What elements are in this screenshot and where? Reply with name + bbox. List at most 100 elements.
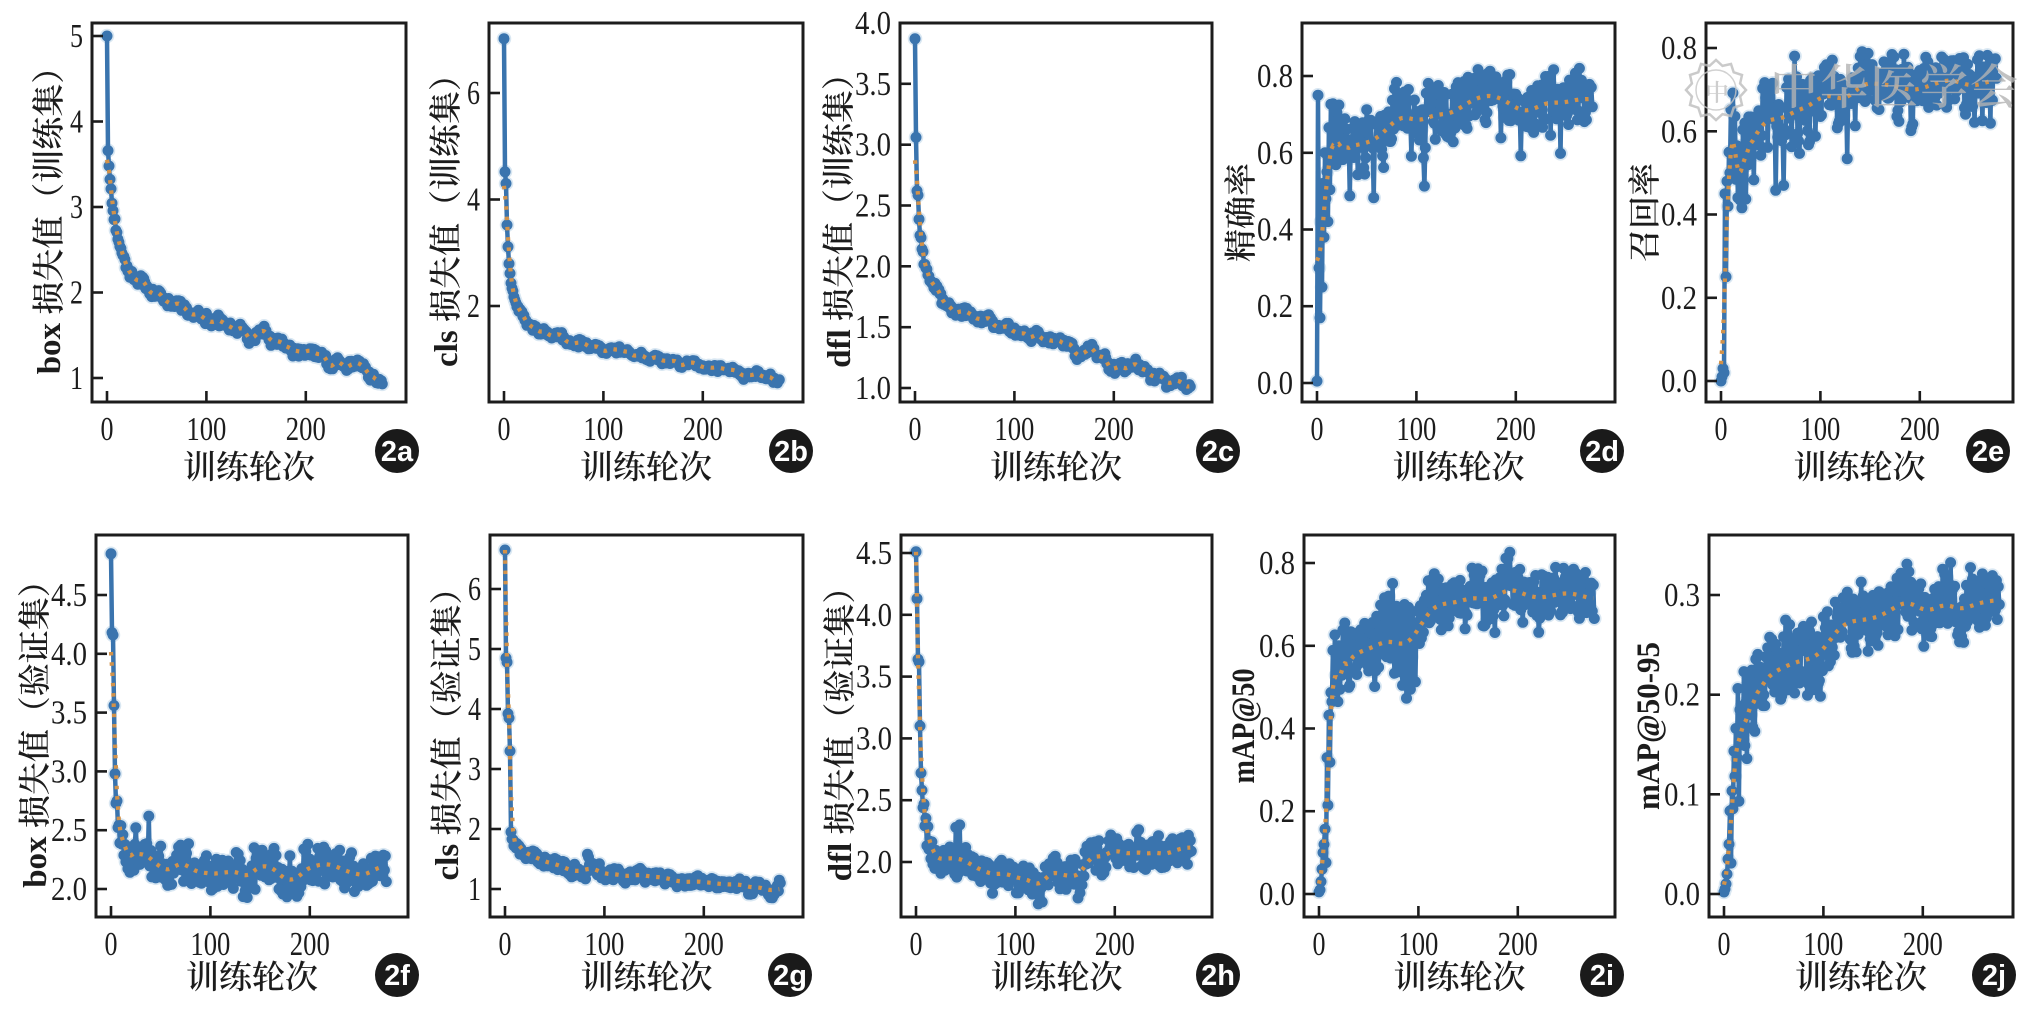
svg-text:0.0: 0.0 [1664,876,1700,913]
svg-text:100: 100 [1803,926,1843,963]
svg-text:100: 100 [583,411,623,448]
svg-text:0.8: 0.8 [1257,58,1293,95]
svg-text:100: 100 [995,926,1035,963]
svg-text:4: 4 [70,104,83,141]
svg-text:5: 5 [70,18,83,55]
svg-text:2.0: 2.0 [856,844,892,881]
svg-text:100: 100 [190,926,230,963]
svg-text:2: 2 [70,275,83,312]
svg-text:100: 100 [1800,411,1840,448]
svg-text:0.6: 0.6 [1661,113,1697,150]
svg-text:1.5: 1.5 [855,309,891,346]
svg-text:2.5: 2.5 [856,782,892,819]
svg-text:4.0: 4.0 [855,5,891,42]
svg-text:0.2: 0.2 [1661,280,1697,317]
svg-text:200: 200 [1095,926,1135,963]
svg-text:0: 0 [101,411,114,448]
svg-text:mAP@50-95: mAP@50-95 [1631,642,1667,810]
svg-text:4.5: 4.5 [856,535,892,572]
svg-text:2g: 2g [773,960,807,992]
svg-text:1.0: 1.0 [855,370,891,407]
svg-text:4: 4 [468,691,481,728]
svg-text:3.5: 3.5 [856,659,892,696]
svg-text:200: 200 [1496,411,1536,448]
svg-text:1: 1 [70,360,83,397]
svg-text:0: 0 [1313,926,1326,963]
svg-text:2: 2 [468,811,481,848]
svg-text:3.0: 3.0 [51,753,87,790]
svg-text:200: 200 [290,926,330,963]
svg-text:0: 0 [910,926,923,963]
svg-text:0: 0 [1311,411,1324,448]
svg-text:0.2: 0.2 [1664,677,1700,714]
svg-text:100: 100 [584,926,624,963]
svg-text:cls: cls [430,844,466,881]
svg-text:100: 100 [994,411,1034,448]
svg-text:0: 0 [909,411,922,448]
svg-text:0: 0 [1718,926,1731,963]
svg-text:0: 0 [105,926,118,963]
svg-text:2h: 2h [1201,960,1235,992]
svg-text:200: 200 [1900,411,1940,448]
svg-text:2d: 2d [1585,436,1619,468]
svg-text:2.5: 2.5 [51,812,87,849]
svg-text:100: 100 [1398,926,1438,963]
svg-text:200: 200 [684,926,724,963]
svg-text:4.5: 4.5 [51,577,87,614]
svg-text:4: 4 [467,182,480,219]
svg-text:6: 6 [468,571,481,608]
svg-text:3: 3 [468,751,481,788]
svg-text:2e: 2e [1972,436,2004,468]
svg-text:0: 0 [499,926,512,963]
svg-text:0.0: 0.0 [1259,876,1295,913]
svg-text:3.0: 3.0 [855,127,891,164]
svg-text:3.0: 3.0 [856,720,892,757]
svg-text:0.6: 0.6 [1259,628,1295,665]
svg-text:0.4: 0.4 [1257,212,1293,249]
svg-text:6: 6 [467,75,480,112]
svg-text:0.4: 0.4 [1259,711,1295,748]
svg-text:200: 200 [1498,926,1538,963]
svg-text:2.0: 2.0 [855,248,891,285]
svg-text:200: 200 [1903,926,1943,963]
svg-text:0.1: 0.1 [1664,776,1700,813]
svg-text:4.0: 4.0 [51,636,87,673]
svg-text:cls: cls [429,330,465,367]
svg-text:3: 3 [70,189,83,226]
svg-text:box: box [18,836,54,888]
svg-text:0.2: 0.2 [1259,793,1295,830]
svg-text:5: 5 [468,631,481,668]
svg-text:1: 1 [468,871,481,908]
svg-text:0.3: 0.3 [1664,577,1700,614]
svg-text:100: 100 [186,411,226,448]
svg-text:0.8: 0.8 [1661,30,1697,67]
svg-text:2.0: 2.0 [51,871,87,908]
svg-text:3.5: 3.5 [51,695,87,732]
svg-text:2.5: 2.5 [855,188,891,225]
svg-text:3.5: 3.5 [855,66,891,103]
svg-text:0.2: 0.2 [1257,288,1293,325]
svg-text:0.0: 0.0 [1661,363,1697,400]
svg-text:0.6: 0.6 [1257,135,1293,172]
svg-text:2c: 2c [1202,436,1234,468]
svg-text:2: 2 [467,288,480,325]
svg-text:0: 0 [498,411,511,448]
svg-text:0.4: 0.4 [1661,197,1697,234]
svg-text:2f: 2f [384,960,410,992]
svg-text:200: 200 [683,411,723,448]
svg-text:2a: 2a [381,436,414,468]
svg-text:200: 200 [286,411,326,448]
svg-text:200: 200 [1094,411,1134,448]
svg-text:2i: 2i [1590,960,1614,992]
svg-text:dfl: dfl [822,329,858,368]
svg-text:100: 100 [1396,411,1436,448]
svg-text:dfl: dfl [823,843,859,882]
svg-text:2j: 2j [1982,960,2006,992]
svg-text:box: box [32,322,68,374]
svg-text:4.0: 4.0 [856,597,892,634]
svg-text:0: 0 [1715,411,1728,448]
svg-text:0.8: 0.8 [1259,545,1295,582]
svg-text:2b: 2b [774,436,808,468]
svg-text:0.0: 0.0 [1257,365,1293,402]
svg-text:mAP@50: mAP@50 [1226,669,1262,784]
